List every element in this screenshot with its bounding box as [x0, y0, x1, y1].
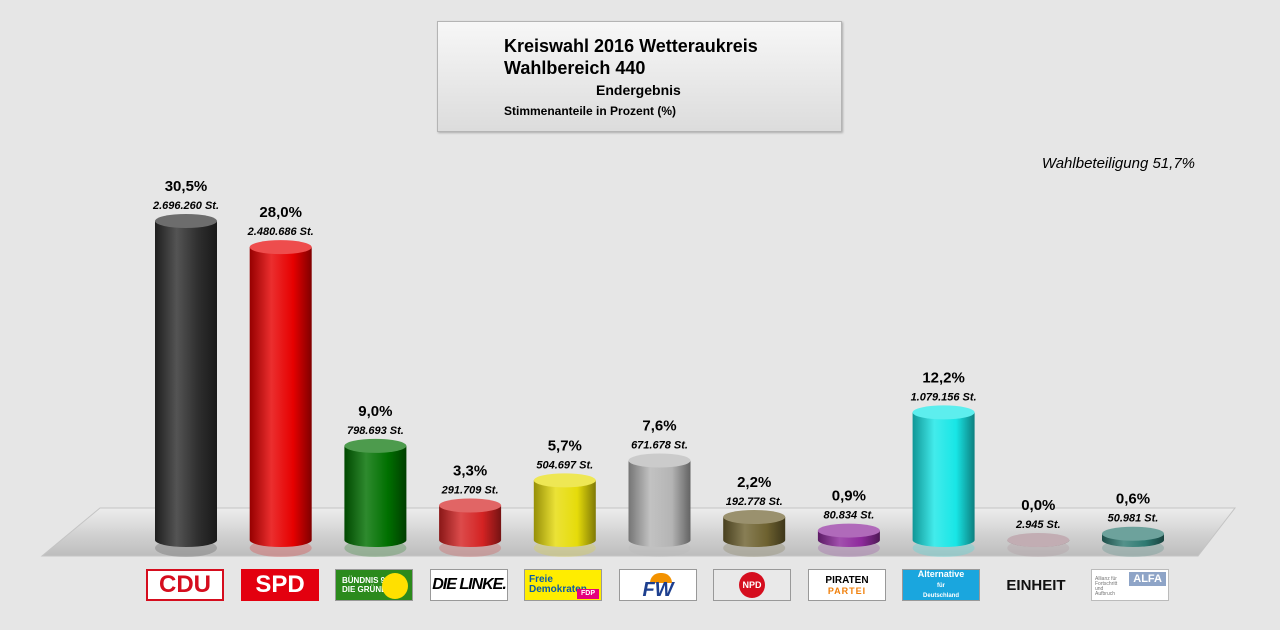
afd-logo-line2: für: [937, 583, 945, 589]
votes-label: 50.981 St.: [1108, 513, 1159, 525]
chart-title: Kreiswahl 2016 Wetteraukreis: [504, 36, 758, 56]
votes-label: 671.678 St.: [631, 440, 688, 452]
votes-label: 2.945 St.: [1015, 519, 1061, 531]
afd-logo-line1: Alternative: [917, 569, 965, 579]
fdp-logo-tag: FDP: [577, 589, 599, 599]
turnout-label: Wahlbeteiligung 51,7%: [1041, 155, 1195, 172]
alfa-logo-subtext: Allianz für Fortschritt und Aufbruch: [1095, 576, 1118, 597]
bar-spd: [249, 247, 312, 548]
piraten-logo-line2: PARTEI: [827, 585, 867, 596]
fdp-logo-line2: Demokraten: [529, 584, 587, 595]
spd-logo-text: SPD: [255, 571, 305, 598]
cdu-logo-text: CDU: [159, 571, 211, 598]
bar-top: [817, 523, 880, 538]
percent-label: 0,0%: [1021, 497, 1055, 514]
gruene-logo-line1: BÜNDNIS 90: [342, 576, 390, 585]
bar-freie-demokraten-fdp: [533, 480, 596, 547]
cdu-logo: CDU: [146, 569, 224, 601]
einheit-logo-text: EINHEIT: [1006, 576, 1066, 594]
bar-die-linke-: [439, 505, 502, 547]
einheit-logo: EINHEIT: [997, 569, 1075, 601]
votes-label: 2.480.686 St.: [247, 226, 314, 238]
fw-logo: FW: [619, 569, 697, 601]
bar-top: [1007, 533, 1070, 547]
party-logo-row: CDU SPD BÜNDNIS 90 DIE GRÜNEN DIE LINKE.…: [0, 569, 1280, 605]
bar-npd: [723, 516, 786, 547]
bar-bündnis-90-die-grünen: [344, 445, 407, 547]
percent-label: 3,3%: [453, 462, 487, 479]
chart-subtitle: Wahlbereich 440: [504, 58, 646, 78]
percent-label: 5,7%: [548, 437, 582, 454]
gruene-logo-line2: DIE GRÜNEN: [342, 585, 393, 594]
alfa-logo-text: ALFA: [1129, 572, 1166, 586]
linke-logo: DIE LINKE.: [430, 569, 508, 601]
bar-top: [912, 405, 975, 420]
votes-label: 1.079.156 St.: [911, 391, 977, 403]
bar-top: [344, 438, 407, 453]
sun-icon: [650, 573, 672, 583]
afd-logo: Alternative für Deutschland: [902, 569, 980, 601]
votes-label: 2.696.260 St.: [152, 200, 219, 212]
percent-label: 30,5%: [165, 178, 208, 195]
votes-label: 504.697 St.: [536, 459, 593, 471]
fdp-logo-line1: Freie: [529, 574, 553, 585]
bar-top: [723, 509, 786, 524]
bar-top: [1102, 526, 1164, 541]
percent-label: 12,2%: [922, 369, 965, 386]
percent-label: 0,6%: [1116, 491, 1150, 508]
piraten-logo: PIRATEN PARTEI: [808, 569, 886, 601]
sunflower-icon: [382, 573, 408, 599]
afd-logo-line3: Deutschland: [922, 593, 959, 599]
piraten-logo-line1: PIRATEN: [825, 574, 869, 586]
votes-label: 80.834 St.: [824, 510, 875, 522]
chart-title-box: Kreiswahl 2016 Wetteraukreis Wahlbereich…: [437, 21, 842, 132]
bar-top: [439, 498, 502, 513]
result-status: Endergebnis: [596, 82, 681, 98]
percent-label: 9,0%: [358, 403, 392, 420]
percent-label: 0,9%: [832, 488, 866, 505]
bar-cdu: [155, 221, 217, 547]
linke-logo-text: DIE LINKE.: [432, 576, 507, 593]
bar-top: [533, 473, 596, 488]
votes-label: 192.778 St.: [726, 496, 783, 508]
npd-logo-text: NPD: [739, 572, 765, 598]
votes-label: 798.693 St.: [347, 425, 404, 437]
percent-label: 2,2%: [737, 474, 771, 491]
fw-logo-text: FW: [642, 578, 674, 601]
percent-label: 28,0%: [259, 204, 302, 221]
bar-top: [155, 214, 217, 228]
bar-alternative-für-deutschland: [912, 412, 975, 547]
npd-logo: NPD: [713, 569, 791, 601]
alfa-logo: ALFA Allianz für Fortschritt und Aufbruc…: [1091, 569, 1169, 601]
bar-fw: [628, 460, 691, 547]
votes-label: 291.709 St.: [441, 484, 499, 496]
bar-top: [628, 453, 691, 468]
percent-label: 7,6%: [642, 418, 676, 435]
spd-logo: SPD: [241, 569, 319, 601]
unit-caption: Stimmenanteile in Prozent (%): [504, 104, 677, 118]
gruene-logo: BÜNDNIS 90 DIE GRÜNEN: [335, 569, 413, 601]
fdp-logo: Freie Demokraten FDP: [524, 569, 602, 601]
bar-top: [249, 240, 312, 255]
